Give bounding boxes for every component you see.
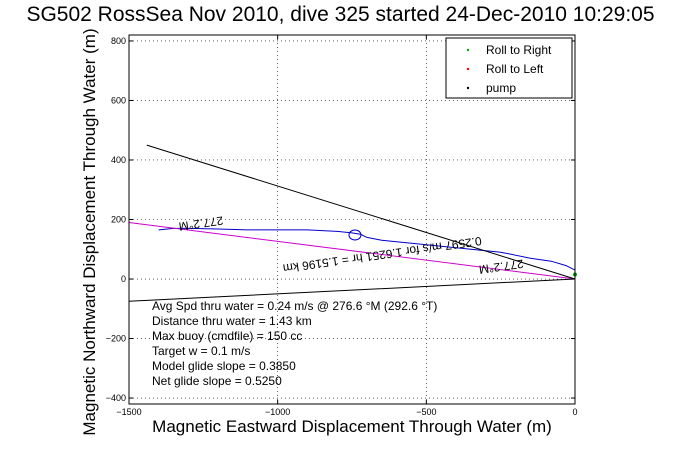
annotation-line: Model glide slope = 0.3850 — [152, 359, 296, 373]
legend-marker — [466, 67, 470, 71]
x-tick-label: −1500 — [116, 407, 141, 417]
annotation-line: Max buoy (cmdfile) = 150 cc — [152, 329, 302, 343]
x-axis-label: Magnetic Eastward Displacement Through W… — [152, 417, 552, 436]
annotation-line: Target w = 0.1 m/s — [152, 344, 250, 358]
y-tick-label: 200 — [111, 215, 126, 225]
y-axis-label: Magnetic Northward Displacement Through … — [80, 28, 99, 436]
annotation-line: Distance thru water = 1.43 km — [152, 314, 312, 328]
legend-marker — [466, 86, 470, 90]
y-tick-label: −200 — [106, 334, 126, 344]
y-tick-label: 0 — [121, 274, 126, 284]
x-tick-label: −1000 — [265, 407, 290, 417]
x-tick-label: 0 — [572, 407, 577, 417]
x-tick-label: −500 — [416, 407, 436, 417]
heading-label: 277.2°M — [178, 213, 224, 233]
legend-marker — [466, 48, 470, 52]
plot-area-border — [128, 34, 576, 405]
axis-ticks: −1500 −1000 −500 0 −400 −200 0 200 400 600 800 — [106, 35, 578, 417]
legend-entry: Roll to Right — [486, 43, 552, 57]
legend-entry: pump — [486, 81, 516, 95]
heading-label: 277.2°M — [478, 257, 524, 277]
annotation-line: Net glide slope = 0.5250 — [152, 374, 282, 388]
legend-entry: Roll to Left — [486, 62, 544, 76]
chart-title: SG502 RossSea Nov 2010, dive 325 started… — [26, 3, 655, 26]
legend: Roll to Right Roll to Left pump — [445, 37, 573, 99]
heading-line — [128, 222, 576, 280]
track-line — [158, 227, 576, 271]
y-tick-label: 800 — [111, 36, 126, 46]
y-tick-label: 600 — [111, 95, 126, 105]
annotation-line: Avg Spd thru water = 0.24 m/s @ 276.6 °M… — [152, 299, 437, 313]
annotation-block: Avg Spd thru water = 0.24 m/s @ 276.6 °M… — [152, 299, 437, 388]
track-loop — [348, 229, 362, 241]
y-tick-label: 400 — [111, 155, 126, 165]
y-tick-label: −400 — [106, 393, 126, 403]
